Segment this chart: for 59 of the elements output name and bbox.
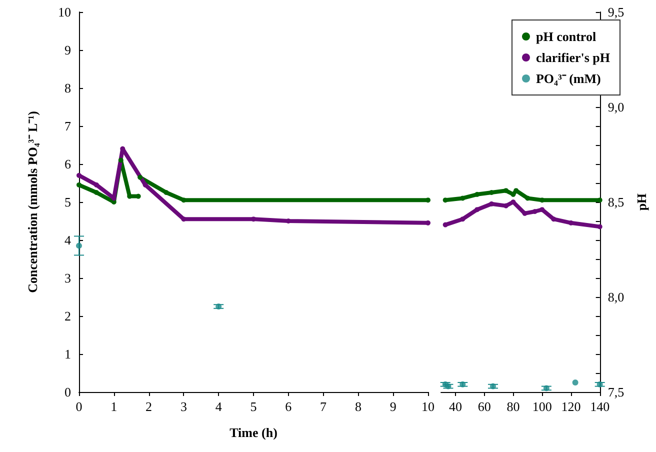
x-axis-title: Time (h) [230, 425, 278, 440]
legend-label: pH control [536, 29, 596, 44]
point [142, 182, 148, 188]
x-tick-label: 0 [76, 399, 82, 414]
x-tick-label: 6 [285, 399, 292, 414]
x-tick-label: 60 [478, 399, 491, 414]
y2-tick-label: 9,5 [608, 4, 624, 20]
y-axis-title: Concentration (mmols PO₄³⁻ L⁻¹) [25, 111, 40, 293]
y-tick-label: 1 [64, 346, 71, 362]
y2-tick-label: 9,0 [608, 100, 624, 114]
x-tick-label: 4 [215, 399, 222, 414]
x-tick-label: 2 [146, 399, 152, 414]
point [94, 190, 99, 195]
x-tick-label: 10 [422, 399, 434, 414]
point [522, 210, 528, 216]
y2-tick-label: 7,5 [608, 384, 624, 400]
point [510, 192, 516, 197]
y2-tick-label: 8,0 [608, 290, 624, 304]
x-tick-label: 8 [354, 399, 362, 414]
y2-axis-title: pH [634, 193, 649, 211]
y-tick-label: 8 [64, 80, 71, 96]
point [118, 158, 124, 163]
x-tick-label: 120 [561, 399, 581, 414]
point [76, 172, 82, 178]
point [76, 182, 82, 188]
point [597, 224, 602, 230]
y2-tick-label: 8,5 [608, 194, 624, 210]
y-tick-label: 2 [64, 308, 71, 324]
y-tick-label: 6 [64, 156, 72, 172]
x-tick-label: 7 [320, 399, 328, 414]
y-tick-label: 4 [64, 232, 72, 248]
y-tick-label: 3 [64, 270, 71, 286]
x-tick-label: 140 [590, 399, 610, 414]
x-tick-label: 80 [506, 399, 520, 414]
point [460, 216, 466, 222]
point [442, 222, 448, 228]
point [442, 198, 448, 203]
y-tick-label: 5 [64, 194, 71, 210]
point [426, 220, 430, 226]
x-tick-label: 40 [448, 399, 462, 414]
y-tick-label: 9 [64, 42, 71, 58]
x-tick-label: 9 [390, 399, 396, 414]
point [426, 198, 430, 203]
x-tick-label: 3 [180, 399, 187, 414]
legend-label: PO₄³⁻ (mM) [536, 71, 601, 86]
y-tick-label: 7 [64, 118, 72, 134]
x-tick-label: 100 [532, 399, 552, 414]
y-tick-label: 10 [58, 4, 71, 20]
y-tick-label: 0 [64, 384, 71, 400]
point [138, 174, 143, 180]
point [460, 196, 466, 201]
legend-label: clarifier's pH [536, 50, 610, 65]
point [251, 216, 256, 222]
point [94, 182, 99, 188]
point [540, 207, 545, 212]
x-tick-label: 5 [250, 399, 257, 414]
point [474, 207, 480, 212]
x-tick-label: 1 [110, 399, 118, 414]
point [164, 190, 169, 195]
